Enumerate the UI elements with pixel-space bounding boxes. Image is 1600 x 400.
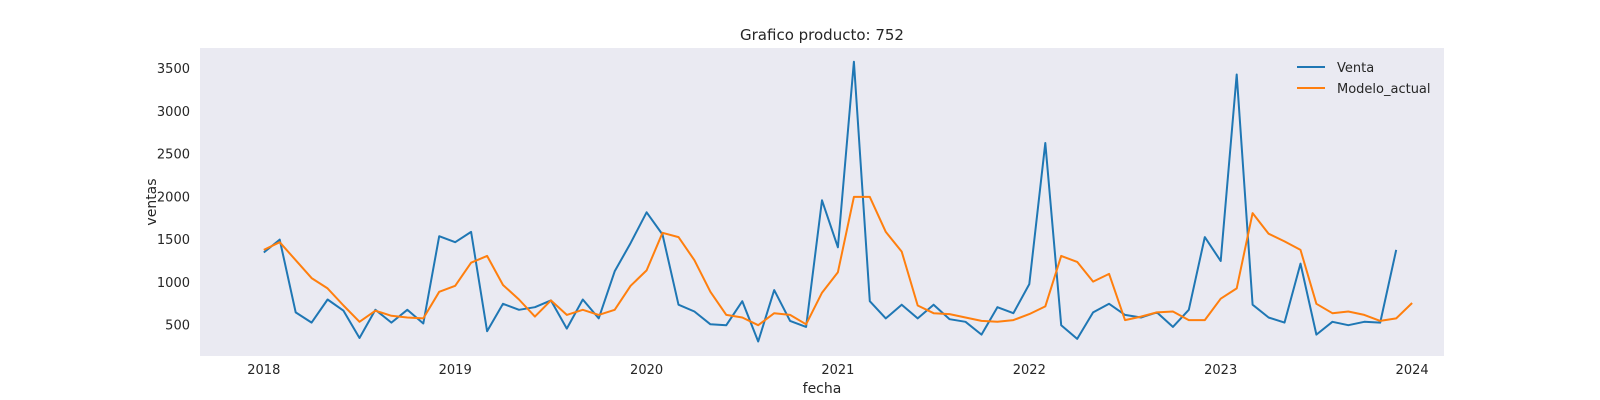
x-tick-label: 2019 [439, 363, 472, 378]
x-tick-label: 2021 [821, 363, 854, 378]
y-tick-label: 1000 [157, 276, 190, 291]
y-tick-label: 3000 [157, 105, 190, 120]
y-tick-label: 2500 [157, 148, 190, 163]
y-tick-label: 2000 [157, 190, 190, 205]
x-tick-label: 2018 [247, 363, 280, 378]
series-line-1 [263, 195, 1413, 327]
legend-label-1: Modelo_actual [1337, 82, 1431, 97]
series-line-0 [263, 60, 1398, 343]
y-axis-label: ventas [144, 178, 160, 225]
chart-title: Grafico producto: 752 [740, 26, 904, 44]
y-tick-label: 1500 [157, 233, 190, 248]
x-ticks: 2018 2019 2020 2021 2022 2023 2024 [247, 363, 1428, 378]
x-tick-label: 2023 [1204, 363, 1237, 378]
legend-label-0: Venta [1337, 61, 1374, 76]
x-tick-label: 2022 [1013, 363, 1046, 378]
y-tick-label: 500 [165, 319, 190, 334]
legend: Venta Modelo_actual [1297, 61, 1431, 97]
x-tick-label: 2024 [1396, 363, 1429, 378]
x-axis-label: fecha [803, 381, 842, 397]
y-tick-label: 3500 [157, 62, 190, 77]
x-tick-label: 2020 [630, 363, 663, 378]
y-ticks: 500 1000 1500 2000 2500 3000 3500 [157, 62, 190, 334]
series-layer [263, 60, 1413, 343]
